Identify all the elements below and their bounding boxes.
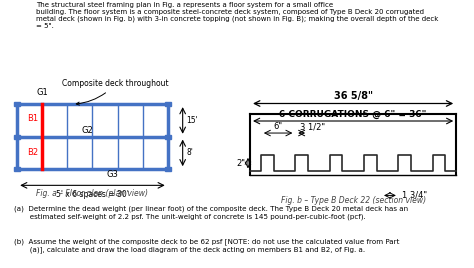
Text: 1 3/4": 1 3/4" bbox=[402, 191, 427, 199]
Bar bbox=[14, 167, 20, 171]
Text: 5' x 6 spaces = 30': 5' x 6 spaces = 30' bbox=[56, 190, 129, 199]
Bar bbox=[14, 135, 20, 139]
Text: Composite deck throughout: Composite deck throughout bbox=[63, 79, 169, 105]
Text: B2: B2 bbox=[27, 148, 38, 157]
Text: 2": 2" bbox=[237, 159, 246, 168]
Text: 3 1/2": 3 1/2" bbox=[300, 122, 325, 131]
Text: G1: G1 bbox=[36, 88, 48, 98]
Text: 36 5/8": 36 5/8" bbox=[334, 91, 373, 101]
Text: Fig. b – Type B Deck 22 (section view): Fig. b – Type B Deck 22 (section view) bbox=[281, 196, 426, 205]
Bar bbox=[164, 167, 171, 171]
Text: 6 CORRUGATIONS @ 6" = 36": 6 CORRUGATIONS @ 6" = 36" bbox=[280, 110, 427, 119]
Text: G3: G3 bbox=[107, 170, 118, 179]
Text: (a)  Determine the dead weight (per linear foot) of the composite deck. The Type: (a) Determine the dead weight (per linea… bbox=[14, 206, 408, 219]
Text: 15': 15' bbox=[186, 116, 198, 125]
Bar bbox=[164, 102, 171, 106]
Bar bbox=[14, 102, 20, 106]
Text: B1: B1 bbox=[27, 114, 38, 123]
Text: 6": 6" bbox=[273, 122, 283, 131]
Text: Fig. a – Floor plan (plan view): Fig. a – Floor plan (plan view) bbox=[36, 188, 148, 198]
Text: The structural steel framing plan in Fig. a represents a floor system for a smal: The structural steel framing plan in Fig… bbox=[36, 2, 438, 29]
Bar bbox=[164, 135, 171, 139]
Text: (b)  Assume the weight of the composite deck to be 62 psf [NOTE: do not use the : (b) Assume the weight of the composite d… bbox=[14, 239, 400, 253]
Text: G2: G2 bbox=[82, 126, 93, 135]
Text: 8': 8' bbox=[186, 148, 193, 157]
